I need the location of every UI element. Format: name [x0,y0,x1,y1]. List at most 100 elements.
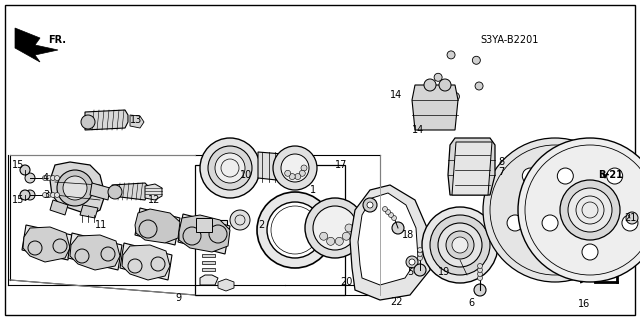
Circle shape [472,56,481,64]
Circle shape [607,168,623,184]
Text: 1: 1 [310,185,316,195]
Text: 17: 17 [335,160,348,170]
Circle shape [518,138,640,282]
Text: 16: 16 [578,299,590,309]
Circle shape [542,215,558,231]
Circle shape [281,154,309,182]
Circle shape [319,232,328,240]
Circle shape [522,168,538,184]
Circle shape [533,188,577,232]
Circle shape [285,170,291,176]
Circle shape [406,256,418,268]
Polygon shape [218,279,234,291]
Circle shape [25,173,35,183]
Polygon shape [23,227,70,262]
Bar [208,224,224,237]
Circle shape [388,212,394,218]
Circle shape [200,138,260,198]
Circle shape [81,115,95,129]
Circle shape [525,180,585,240]
Circle shape [417,247,422,252]
Circle shape [477,268,483,273]
Circle shape [267,202,323,258]
Text: 14: 14 [412,125,424,135]
Polygon shape [248,160,258,182]
Circle shape [313,206,357,250]
Circle shape [430,215,490,275]
Circle shape [477,271,483,276]
Polygon shape [120,243,172,280]
Circle shape [257,192,333,268]
Text: B-21: B-21 [598,170,623,180]
Polygon shape [22,225,72,260]
Text: 15: 15 [12,160,24,170]
Polygon shape [135,209,180,243]
Text: 15: 15 [12,195,24,205]
Circle shape [208,146,252,190]
Circle shape [230,210,250,230]
Circle shape [438,223,482,267]
Text: FR.: FR. [48,35,66,45]
Circle shape [452,237,468,253]
Circle shape [51,193,56,197]
Circle shape [385,210,390,214]
Text: 5: 5 [407,267,413,277]
Circle shape [439,79,451,91]
Circle shape [108,185,122,199]
Circle shape [541,196,569,224]
Circle shape [47,175,51,180]
Text: 4: 4 [43,173,49,183]
Polygon shape [135,208,180,245]
Circle shape [326,237,335,245]
Text: 12: 12 [148,195,161,205]
Circle shape [392,215,397,220]
Circle shape [434,73,442,81]
Circle shape [345,224,353,232]
Bar [195,165,345,295]
Polygon shape [350,185,430,300]
Circle shape [568,188,612,232]
Polygon shape [15,28,58,62]
Circle shape [25,190,35,200]
Circle shape [483,138,627,282]
Circle shape [383,206,387,212]
Circle shape [51,175,56,180]
Polygon shape [112,183,148,200]
Circle shape [477,276,483,281]
Circle shape [42,175,47,180]
Text: 19: 19 [438,267,451,277]
Polygon shape [80,205,98,218]
Circle shape [273,146,317,190]
Text: 6: 6 [468,298,474,308]
Circle shape [363,198,377,212]
Polygon shape [178,214,230,254]
Circle shape [409,259,415,265]
Polygon shape [50,162,105,215]
Circle shape [451,92,460,100]
Circle shape [20,190,30,200]
Polygon shape [412,85,458,130]
Circle shape [342,232,350,240]
Text: 20: 20 [340,277,353,287]
Circle shape [507,215,523,231]
Text: 21: 21 [624,213,636,223]
Text: 3: 3 [43,190,49,200]
Polygon shape [202,254,215,257]
Circle shape [414,264,426,276]
Circle shape [547,244,563,260]
Circle shape [622,215,638,231]
Circle shape [367,202,373,208]
Circle shape [305,198,365,258]
Circle shape [446,231,474,259]
Polygon shape [85,110,128,130]
Circle shape [54,175,60,180]
Circle shape [477,263,483,268]
Text: S3YA-B2201: S3YA-B2201 [480,35,538,45]
Circle shape [474,284,486,296]
Polygon shape [179,215,230,252]
Circle shape [557,168,573,184]
Bar [196,218,212,232]
Polygon shape [358,193,418,285]
Circle shape [42,193,47,197]
Circle shape [417,255,422,260]
